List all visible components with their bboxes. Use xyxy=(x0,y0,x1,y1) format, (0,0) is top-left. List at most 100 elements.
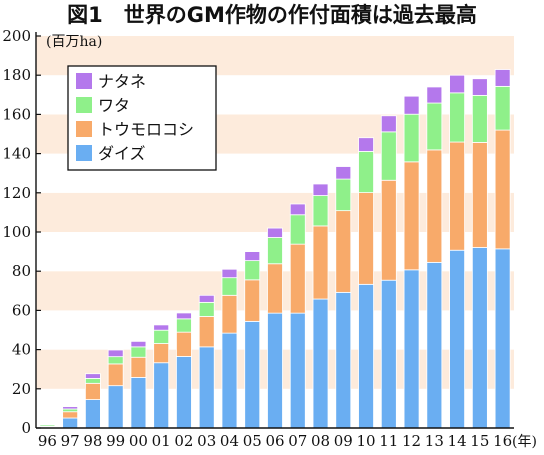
bar-segment xyxy=(176,318,192,333)
bar-stack-02 xyxy=(176,312,192,429)
bar-stack-14 xyxy=(449,74,465,429)
bar-segment xyxy=(198,294,215,303)
bar-segment xyxy=(107,356,124,365)
bar-segment xyxy=(289,203,306,216)
y-tick-label: 40 xyxy=(12,341,31,359)
bar-segment xyxy=(335,166,352,180)
y-tick-label: 180 xyxy=(2,66,31,84)
x-tick-labels: 96 97 98 99 00 01 02 03 04 05 06 07 08 09 10 11 12 13 14 15… xyxy=(38,432,512,450)
x-tick-label: 02 xyxy=(174,432,193,450)
bar-segment xyxy=(85,373,101,379)
bar-segment xyxy=(107,385,124,429)
x-tick-label: 10 xyxy=(357,432,376,450)
bar-segment xyxy=(494,85,511,131)
bar-segment xyxy=(153,343,170,364)
bar-segment xyxy=(312,298,329,429)
bar-stack-99 xyxy=(107,349,124,429)
background-band xyxy=(36,192,514,232)
bar-segment xyxy=(221,268,238,279)
x-tick-label: 05 xyxy=(243,432,262,450)
x-axis-unit-label: (年) xyxy=(512,434,537,450)
legend-label: ダイズ xyxy=(98,144,146,163)
bar-segment xyxy=(380,279,397,429)
x-tick-label: 06 xyxy=(265,432,284,450)
bar-segment xyxy=(221,277,238,296)
bar-segment xyxy=(153,362,170,429)
bar-segment xyxy=(85,378,101,384)
bar-segment xyxy=(244,260,261,281)
bar-segment xyxy=(380,131,397,181)
bar-segment xyxy=(176,312,192,320)
bar-segment xyxy=(358,192,374,285)
bar-stack-03 xyxy=(198,294,215,429)
bar-segment xyxy=(358,283,374,429)
x-tick-label: 00 xyxy=(129,432,148,450)
bar-segment xyxy=(267,312,283,429)
bar-segment xyxy=(380,179,397,281)
bar-segment xyxy=(107,363,124,387)
bar-segment xyxy=(471,142,488,248)
bar-segment xyxy=(221,332,238,429)
y-tick-label: 120 xyxy=(2,184,31,202)
legend-swatch xyxy=(76,73,92,89)
y-tick-label: 0 xyxy=(21,419,31,437)
bar-stack-11 xyxy=(380,115,397,429)
y-tick-labels: 0 20 40 60 80 100 120 140 160 180 200 xyxy=(2,27,31,437)
bar-segment xyxy=(244,251,261,262)
bar-segment xyxy=(62,411,79,419)
bar-segment xyxy=(289,214,306,245)
bar-stack-01 xyxy=(153,324,170,429)
bar-segment xyxy=(449,74,465,94)
bar-segment xyxy=(289,243,306,314)
bar-segment xyxy=(221,294,238,334)
legend-swatch xyxy=(76,121,92,137)
bar-segment xyxy=(153,324,170,331)
bar-segment xyxy=(130,346,147,358)
bar-stack-00 xyxy=(130,340,147,429)
x-tick-label: 09 xyxy=(334,432,353,450)
chart-title: 図1 世界のGM作物の作付面積は過去最高 xyxy=(67,3,477,27)
legend-label: ナタネ xyxy=(98,72,146,91)
legend-label: トウモロコシ xyxy=(98,120,194,139)
legend-swatch xyxy=(76,97,92,113)
x-tick-label: 15 xyxy=(470,432,489,450)
bar-stack-06 xyxy=(267,227,283,429)
bar-segment xyxy=(426,86,443,104)
bar-segment xyxy=(380,115,397,133)
bar-segment xyxy=(494,129,511,250)
bar-stack-16 xyxy=(494,69,511,429)
bar-segment xyxy=(471,78,488,96)
bar-segment xyxy=(358,151,374,194)
axes xyxy=(35,32,514,429)
bar-segment xyxy=(335,210,352,293)
y-tick-label: 140 xyxy=(2,145,31,163)
bar-stack-07 xyxy=(289,203,306,429)
x-tick-label: 08 xyxy=(311,432,330,450)
x-tick-label: 16 xyxy=(493,432,512,450)
bar-segment xyxy=(267,227,283,238)
x-tick-label: 14 xyxy=(448,432,467,450)
bar-segment xyxy=(403,113,420,163)
bar-segment xyxy=(62,417,79,429)
bar-segment xyxy=(289,312,306,429)
legend-item: トウモロコシ xyxy=(76,120,194,139)
bar-segment xyxy=(403,161,420,271)
bar-segment xyxy=(449,249,465,429)
x-tick-label: 13 xyxy=(425,432,444,450)
legend-item: ワタ xyxy=(76,96,130,115)
y-tick-label: 100 xyxy=(2,223,31,241)
x-tick-label: 07 xyxy=(288,432,307,450)
bar-segment xyxy=(312,183,329,196)
bar-segment xyxy=(267,263,283,314)
bar-segment xyxy=(198,316,215,348)
bar-segment xyxy=(471,94,488,143)
bar-segment xyxy=(62,406,79,410)
bar-segment xyxy=(107,349,124,358)
y-tick-label: 160 xyxy=(2,105,31,123)
bar-segment xyxy=(403,269,420,429)
bar-stack-97 xyxy=(62,406,79,429)
legend-item: ダイズ xyxy=(76,144,146,163)
x-tick-label: 01 xyxy=(152,432,171,450)
